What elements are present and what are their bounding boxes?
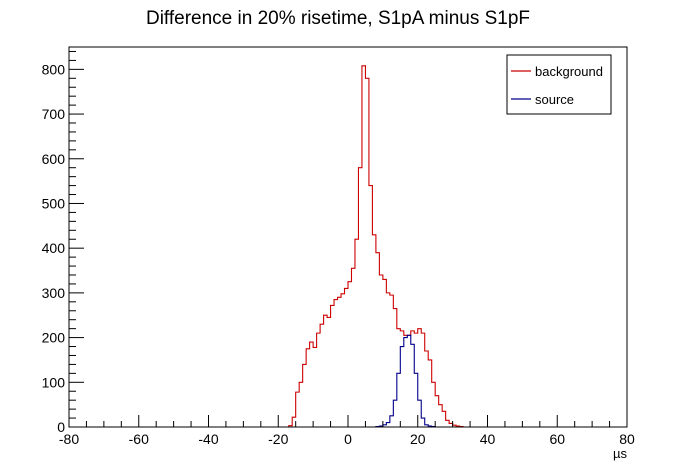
x-tick-label: -40 xyxy=(198,431,218,447)
bar-background-14 xyxy=(338,297,341,427)
bar-background-12 xyxy=(331,305,334,427)
y-tick-label: 400 xyxy=(42,240,66,256)
bar-background-26 xyxy=(379,275,382,427)
bar-background-7 xyxy=(313,347,316,427)
x-tick-label: 40 xyxy=(480,431,496,447)
series-line-background xyxy=(69,65,627,428)
bar-background-15 xyxy=(341,294,344,427)
bar-background-34 xyxy=(407,335,410,427)
y-tick-label: 600 xyxy=(42,151,66,167)
bar-background-6 xyxy=(310,342,313,427)
x-tick-label: 80 xyxy=(619,431,635,447)
x-tick-label: -20 xyxy=(268,431,288,447)
bar-background-17 xyxy=(348,282,351,427)
bar-background-16 xyxy=(345,288,348,427)
legend-box xyxy=(506,54,612,115)
bar-background-13 xyxy=(334,300,337,427)
bar-background-39 xyxy=(425,351,428,427)
bar-background-9 xyxy=(320,324,323,427)
chart-title: Difference in 20% risetime, S1pA minus S… xyxy=(146,8,530,29)
y-tick-label: 800 xyxy=(42,61,66,77)
x-tick-label: 60 xyxy=(549,431,565,447)
bar-background-25 xyxy=(376,253,379,427)
legend: background source xyxy=(506,54,612,115)
series-line-source xyxy=(69,334,627,428)
bar-background-18 xyxy=(351,268,354,427)
y-tick-label: 500 xyxy=(42,195,66,211)
bar-background-24 xyxy=(372,235,375,427)
x-tick-label: 0 xyxy=(344,431,352,447)
y-tick-label: 0 xyxy=(57,419,65,435)
bar-background-28 xyxy=(386,293,389,427)
bar-source-8 xyxy=(404,338,407,427)
y-tick-label: 100 xyxy=(42,374,66,390)
y-tick-label: 200 xyxy=(42,330,66,346)
series-source xyxy=(69,334,627,428)
series-background xyxy=(69,65,627,428)
bar-background-33 xyxy=(404,335,407,427)
y-tick-label: 700 xyxy=(42,106,66,122)
y-tick-label: 300 xyxy=(42,285,66,301)
x-tick-label: 20 xyxy=(410,431,426,447)
bar-background-10 xyxy=(324,315,327,427)
x-axis-label: µs xyxy=(613,446,627,461)
legend-label-source: source xyxy=(535,92,574,107)
x-tick-label: -80 xyxy=(59,431,79,447)
x-tick-label: -60 xyxy=(129,431,149,447)
bar-background-27 xyxy=(383,279,386,427)
bar-source-9 xyxy=(407,335,410,427)
bar-background-11 xyxy=(327,317,330,427)
legend-label-background: background xyxy=(535,64,603,79)
